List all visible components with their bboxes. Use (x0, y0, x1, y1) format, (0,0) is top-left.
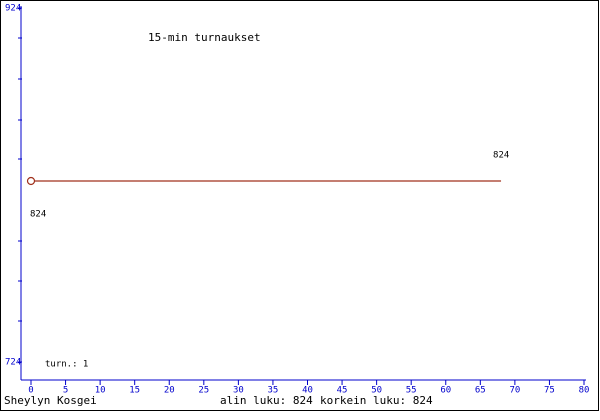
y-axis-decoration (18, 37, 22, 322)
x-tick-label: 40 (302, 386, 313, 396)
annotation: turn.: 1 (45, 360, 88, 370)
player-name: Sheylyn Kosgei (4, 394, 97, 407)
max-value: korkein luku: 824 (320, 394, 433, 407)
frame (0, 0, 599, 411)
x-tick-label: 5 (63, 386, 68, 396)
x-tick-label: 10 (95, 386, 106, 396)
x-tick-label: 30 (233, 386, 244, 396)
x-tick-label: 45 (337, 386, 348, 396)
data-label: 824 (493, 151, 509, 161)
x-tick-label: 15 (129, 386, 140, 396)
x-tick-label: 65 (475, 386, 486, 396)
x-tick-label: 35 (268, 386, 279, 396)
x-tick-label: 55 (406, 386, 417, 396)
x-tick-label: 70 (509, 386, 520, 396)
x-tick-label: 75 (544, 386, 555, 396)
data-label: 824 (30, 210, 46, 220)
x-tick-label: 25 (198, 386, 209, 396)
chart-title: 15-min turnaukset (148, 31, 261, 44)
min-value: alin luku: 824 (220, 394, 313, 407)
x-tick-label: 50 (371, 386, 382, 396)
x-tick-label: 80 (579, 386, 590, 396)
x-tick-label: 20 (164, 386, 175, 396)
y-tick-label: 924 (5, 4, 21, 14)
x-tick-label: 0 (28, 386, 33, 396)
x-tick-label: 60 (440, 386, 451, 396)
start-marker (26, 176, 36, 186)
y-tick-label: 724 (5, 358, 21, 368)
